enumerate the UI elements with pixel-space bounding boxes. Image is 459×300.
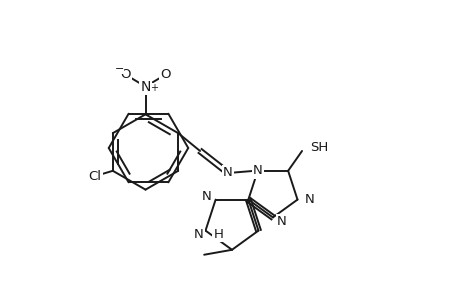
Text: N: N: [252, 164, 262, 177]
Text: Cl: Cl: [88, 170, 101, 183]
Text: O: O: [160, 68, 170, 81]
Text: N: N: [202, 190, 211, 203]
Text: N: N: [304, 193, 313, 206]
Text: +: +: [150, 82, 158, 93]
Text: −: −: [115, 64, 124, 74]
Text: O: O: [120, 68, 131, 81]
Text: N: N: [223, 166, 232, 179]
Text: N: N: [140, 80, 151, 94]
Text: N: N: [193, 228, 203, 241]
Text: SH: SH: [309, 140, 328, 154]
Text: N: N: [276, 215, 286, 228]
Text: H: H: [213, 228, 223, 241]
